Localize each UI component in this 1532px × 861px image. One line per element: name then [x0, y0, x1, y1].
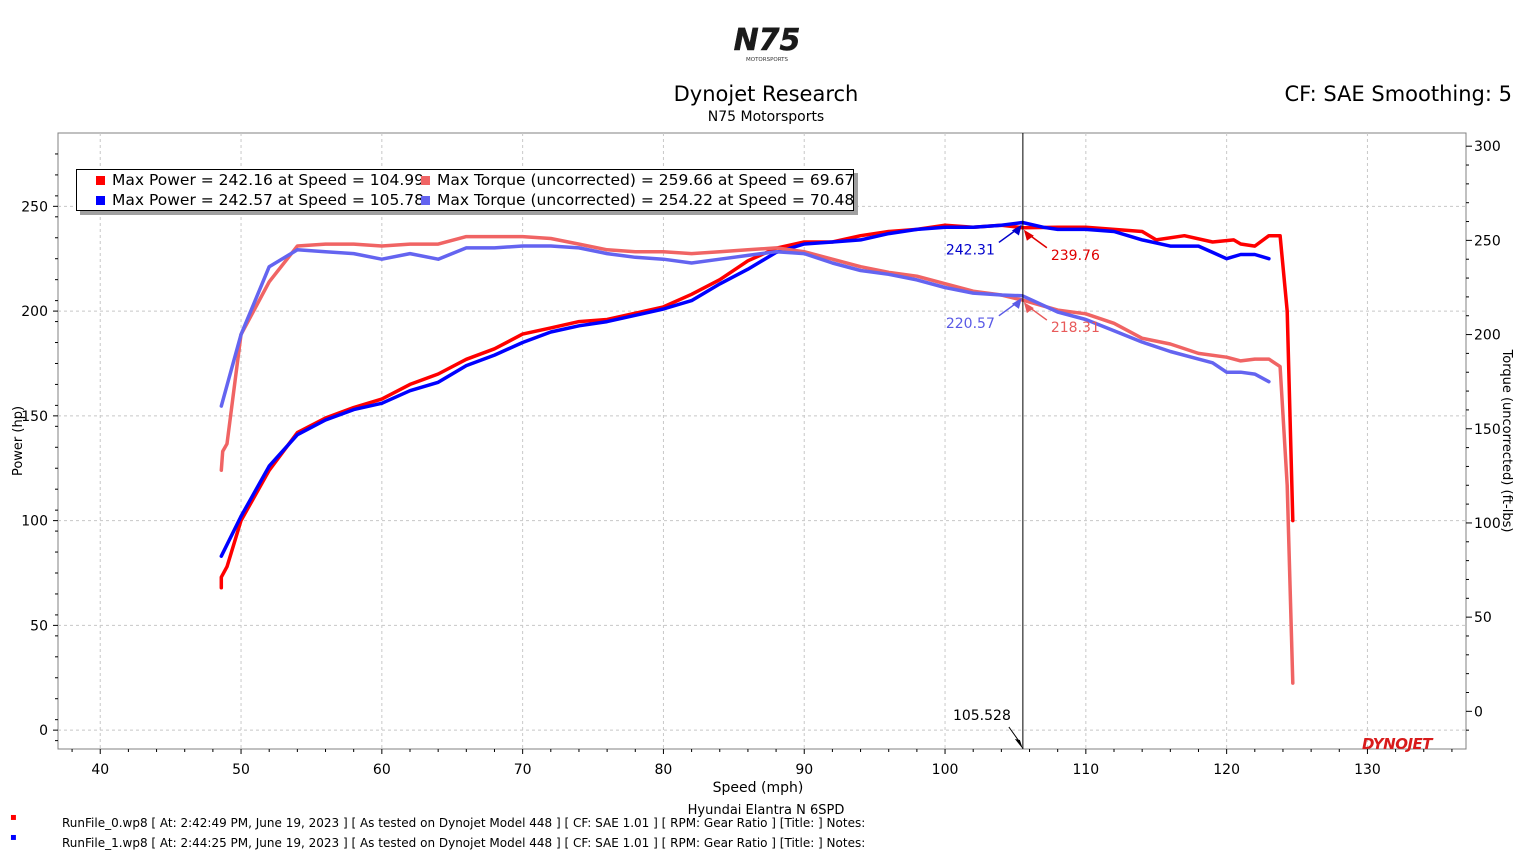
series-line-3	[219, 244, 1271, 408]
x-tick-label: 110	[1072, 762, 1099, 778]
cursor-readout-label: 242.31	[946, 242, 995, 258]
series-line-1	[219, 220, 1271, 558]
legend-item: Max Torque (uncorrected) = 254.22 at Spe…	[421, 191, 854, 209]
x-tick-label: 120	[1213, 762, 1240, 778]
n75-logo: N75 MOTORSPORTS	[722, 20, 812, 66]
cursor-pointer-arrow	[1011, 297, 1022, 309]
run-file-info: RunFile_1.wp8 [ At: 2:44:25 PM, June 19,…	[62, 836, 866, 850]
y-axis-label: Power (hp)	[11, 406, 26, 476]
x-tick-label: 70	[514, 762, 532, 778]
torque-axis-ticks: 0 50 100 150 200 250 300	[1466, 139, 1501, 731]
y-tick-label: 50	[30, 618, 48, 634]
y2-tick-label: 200	[1474, 328, 1501, 344]
legend-label: Max Torque (uncorrected) = 254.22 at Spe…	[437, 191, 855, 209]
x-tick-label: 80	[655, 762, 673, 778]
cursor-pointer-arrow	[1023, 302, 1034, 314]
y2-tick-label: 250	[1474, 233, 1501, 249]
cursor-arrow	[1014, 739, 1023, 749]
legend-label: Max Power = 242.57 at Speed = 105.78	[112, 191, 425, 209]
chart-subtitle: N75 Motorsports	[707, 109, 825, 125]
y-tick-label: 100	[21, 514, 48, 530]
legend-item: Max Power = 242.16 at Speed = 104.99	[96, 171, 424, 189]
run-file-info: RunFile_0.wp8 [ At: 2:42:49 PM, June 19,…	[62, 816, 866, 830]
cursor-layer[interactable]: 105.528 242.31 239.76 220.57 218.31	[946, 133, 1100, 749]
power-axis-ticks: 0 50 100 150 200 250	[21, 153, 58, 742]
y-tick-label: 250	[21, 199, 48, 215]
cursor-readout-label: 220.57	[946, 316, 995, 332]
x-tick-label: 130	[1354, 762, 1381, 778]
y2-tick-label: 100	[1474, 516, 1501, 532]
plot-area	[57, 132, 1467, 750]
cursor-readout-label: 239.76	[1051, 248, 1100, 264]
legend-item: Max Power = 242.57 at Speed = 105.78	[96, 191, 424, 209]
series-layer	[219, 220, 1295, 685]
logo-subtext: MOTORSPORTS	[746, 57, 789, 63]
legend-swatch	[96, 175, 105, 185]
speed-axis-ticks: 40 50 60 70 80 90 100 110 120 130	[71, 749, 1453, 778]
legend-label: Max Torque (uncorrected) = 259.66 at Spe…	[437, 171, 855, 189]
legend-item: Max Torque (uncorrected) = 259.66 at Spe…	[421, 171, 854, 189]
run-1-marker: ▪	[10, 832, 17, 843]
cursor-pointer-arrow	[1011, 224, 1022, 236]
y2-axis-label: Torque (uncorrected) (ft-lbs)	[1499, 349, 1514, 533]
legend-swatch	[421, 195, 430, 205]
y2-tick-label: 150	[1474, 422, 1501, 438]
x-tick-label: 60	[373, 762, 391, 778]
cursor-readout-label: 218.31	[1051, 320, 1100, 336]
y-tick-label: 0	[39, 723, 48, 739]
legend-swatch	[421, 175, 430, 185]
correction-info: CF: SAE Smoothing: 5	[1284, 82, 1512, 106]
dynojet-brand-logo: DYNOJET	[1362, 735, 1433, 753]
logo-text: N75	[734, 23, 801, 58]
y2-tick-label: 300	[1474, 139, 1501, 155]
series-line-2	[219, 234, 1295, 685]
x-axis-label: Speed (mph)	[713, 780, 804, 796]
cursor-pointer-arrow	[1023, 229, 1034, 241]
series-line-0	[219, 223, 1295, 590]
x-tick-label: 40	[91, 762, 109, 778]
chart-title: Dynojet Research	[673, 82, 859, 106]
vehicle-label: Hyundai Elantra N 6SPD	[687, 803, 845, 818]
y-tick-label: 150	[21, 409, 48, 425]
cursor-arrow-stem	[1008, 726, 1020, 742]
legend-label: Max Power = 242.16 at Speed = 104.99	[112, 171, 425, 189]
x-tick-label: 90	[795, 762, 813, 778]
y2-tick-label: 0	[1474, 704, 1483, 720]
x-tick-label: 50	[232, 762, 250, 778]
legend-swatch	[96, 195, 105, 205]
legend: Max Power = 242.16 at Speed = 104.99 Max…	[76, 169, 854, 211]
x-tick-label: 100	[932, 762, 959, 778]
y-tick-label: 200	[21, 304, 48, 320]
cursor-value-label: 105.528	[953, 708, 1011, 724]
run-0-marker: ▪	[10, 812, 17, 823]
y2-tick-label: 50	[1474, 610, 1492, 626]
